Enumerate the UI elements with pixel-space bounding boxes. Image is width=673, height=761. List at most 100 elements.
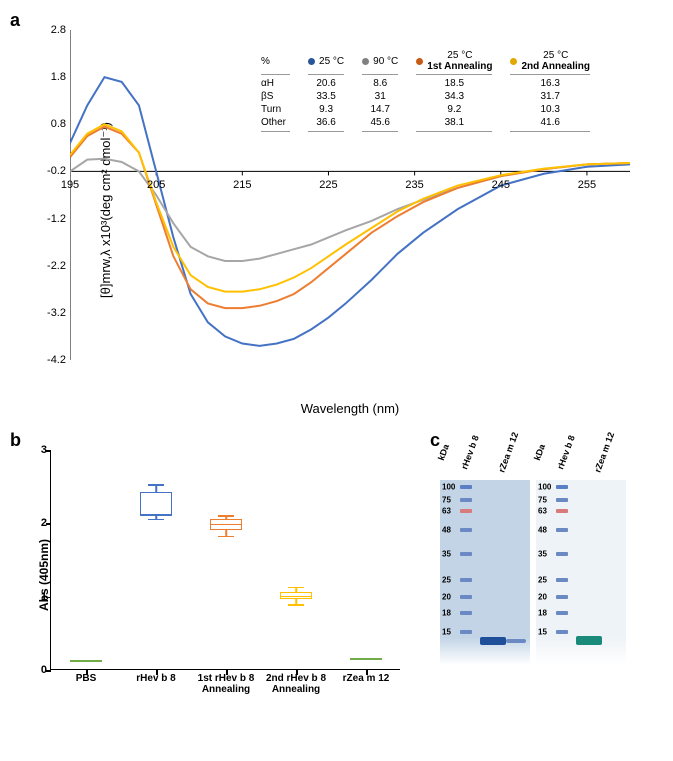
chart-a-xtick: 195 (61, 175, 79, 191)
gel-ladder-band (460, 509, 472, 513)
gel-lane-label: rHev b 8 (555, 434, 577, 471)
chart-b-ytick: 1 (1, 591, 51, 603)
gel-mw-label: 15 (538, 627, 547, 636)
chart-a-xtick: 205 (147, 175, 165, 191)
gel-lane-label: rZea m 12 (592, 431, 616, 474)
legend-cell: 9.2 (416, 104, 492, 115)
gel-ladder-band (460, 611, 472, 615)
chart-a-xtick: 255 (578, 175, 596, 191)
row-bc: b Abs (405nm) 0123PBSrHev b 81st rHev b … (10, 430, 663, 720)
panel-a: a [θ]mrw,λ x10³(deg cm² dmol⁻¹) -4.2-3.2… (10, 10, 663, 410)
chart-a-plot: -4.2-3.2-2.2-1.2-0.20.81.82.819520521522… (70, 30, 630, 360)
gel-protein-band (576, 636, 602, 645)
gel-mw-label: 35 (538, 550, 547, 559)
gel-mw-label: 100 (442, 483, 455, 492)
chart-a-ytick: 1.8 (20, 71, 70, 83)
figure: a [θ]mrw,λ x10³(deg cm² dmol⁻¹) -4.2-3.2… (10, 10, 663, 720)
chart-a-ytick: -4.2 (20, 354, 70, 366)
legend-cell: 9.3 (308, 104, 344, 115)
boxplot-box (66, 449, 106, 669)
gel-ladder-band (556, 552, 568, 556)
chart-a-xtick: 225 (319, 175, 337, 191)
chart-a-xtick: 235 (405, 175, 423, 191)
legend-cell: 45.6 (362, 117, 398, 132)
legend-cell: 31 (362, 91, 398, 102)
gel-image: kDarHev b 8rZea m 121007563483525201815 (536, 480, 626, 665)
chart-b-plot: 0123PBSrHev b 81st rHev b 8 Annealing2nd… (50, 450, 400, 670)
legend-cell: 10.3 (510, 104, 590, 115)
chart-a-xlabel: Wavelength (nm) (301, 401, 400, 416)
gel-ladder-band (556, 630, 568, 634)
gel-protein-band (480, 637, 506, 645)
gel-mw-label: 15 (442, 627, 451, 636)
gel-mw-label: 75 (442, 496, 451, 505)
legend-cell: 36.6 (308, 117, 344, 132)
gel-ladder-band (460, 485, 472, 489)
boxplot-box (346, 449, 386, 669)
gel-ladder-band (556, 509, 568, 513)
gel-lane-label: rHev b 8 (459, 434, 481, 471)
gel-ladder-band (460, 578, 472, 582)
gel-mw-label: 25 (538, 575, 547, 584)
chart-a-xtick: 215 (233, 175, 251, 191)
gel-mw-label: 25 (442, 575, 451, 584)
boxplot-box (136, 449, 176, 669)
legend-cell: 8.6 (362, 74, 398, 89)
chart-a-ytick: -2.2 (20, 260, 70, 272)
gel-ladder-band (460, 595, 472, 599)
gel-ladder-band (460, 498, 472, 502)
legend-rowh: αH (261, 74, 290, 89)
legend-cell: 20.6 (308, 74, 344, 89)
gel-protein-band (506, 639, 526, 643)
legend-cell: 31.7 (510, 91, 590, 102)
boxplot-box (276, 449, 316, 669)
legend-rowh: βS (261, 91, 290, 102)
panel-c: c kDarHev b 8rZea m 12100756348352520181… (430, 430, 660, 720)
legend-cell: 34.3 (416, 91, 492, 102)
legend-cell: 14.7 (362, 104, 398, 115)
gel-mw-label: 35 (442, 550, 451, 559)
gel-mw-label: 20 (442, 592, 451, 601)
gel-mw-label: 63 (538, 507, 547, 516)
gel-mw-label: 20 (538, 592, 547, 601)
legend-rowh: Other (261, 117, 290, 132)
gel-lane-label: kDa (532, 443, 547, 462)
panel-a-label: a (10, 10, 20, 31)
legend-cell: 33.5 (308, 91, 344, 102)
chart-b-ytick: 2 (1, 517, 51, 529)
gel-ladder-band (556, 595, 568, 599)
legend-hdr: 25 °C2nd Annealing (510, 50, 590, 72)
legend-hdr: 90 °C (362, 56, 398, 67)
chart-a-ytick: 0.8 (20, 118, 70, 130)
legend-hdr: 25 °C1st Annealing (416, 50, 492, 72)
gel-ladder-band (556, 485, 568, 489)
gel-ladder-band (460, 528, 472, 532)
chart-a-legend-table: %25 °C90 °C25 °C1st Annealing25 °C2nd An… (261, 50, 590, 132)
chart-b-ytick: 3 (1, 444, 51, 456)
chart-b-ytick: 0 (1, 664, 51, 676)
gel-ladder-band (556, 528, 568, 532)
gel-ladder-band (460, 552, 472, 556)
gel-mw-label: 48 (442, 525, 451, 534)
panel-b: b Abs (405nm) 0123PBSrHev b 81st rHev b … (10, 430, 410, 720)
gel-mw-label: 18 (538, 609, 547, 618)
legend-cell: 41.6 (510, 117, 590, 132)
legend-rowh: Turn (261, 104, 290, 115)
gel-ladder-band (460, 630, 472, 634)
chart-a-ytick: -1.2 (20, 213, 70, 225)
gel-mw-label: 63 (442, 507, 451, 516)
gel-mw-label: 18 (442, 609, 451, 618)
gel-ladder-band (556, 611, 568, 615)
gel-image: kDarHev b 8rZea m 121007563483525201815 (440, 480, 530, 665)
gel-ladder-band (556, 498, 568, 502)
chart-a-ytick: -3.2 (20, 307, 70, 319)
legend-cell: 16.3 (510, 74, 590, 89)
gel-container: kDarHev b 8rZea m 121007563483525201815k… (440, 480, 626, 665)
legend-pct: % (261, 56, 290, 67)
gel-ladder-band (556, 578, 568, 582)
legend-cell: 38.1 (416, 117, 492, 132)
gel-mw-label: 100 (538, 483, 551, 492)
boxplot-box (206, 449, 246, 669)
chart-a-ytick: 2.8 (20, 24, 70, 36)
gel-mw-label: 75 (538, 496, 547, 505)
